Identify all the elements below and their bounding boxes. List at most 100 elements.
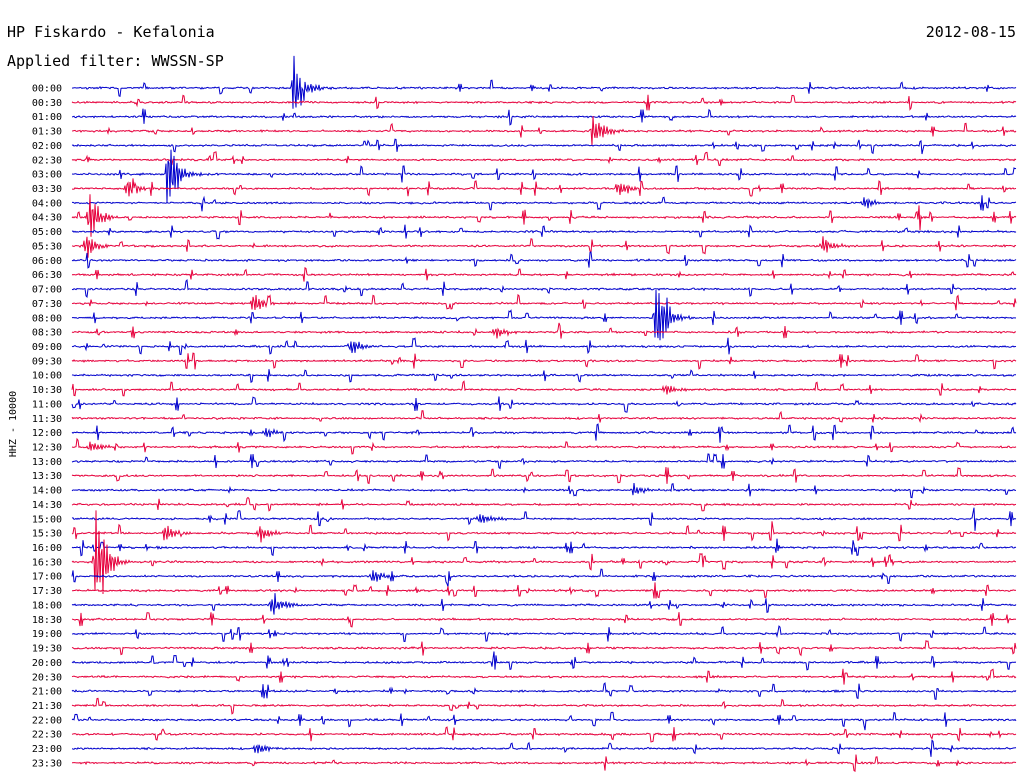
- trace-row: [71, 380, 1017, 397]
- trace-row: [71, 224, 1017, 240]
- trace-row: [72, 178, 1017, 197]
- tick-label: 21:00: [32, 687, 62, 698]
- trace-row: [71, 739, 1017, 757]
- tick-label: 09:30: [32, 356, 62, 367]
- row-tick-labels: 00:00 00:30 01:00 01:30 02:00 02:30 03:00 03:30…: [32, 84, 62, 770]
- tick-label: 11:30: [32, 414, 62, 425]
- trace-row: [71, 582, 1017, 599]
- tick-label: 04:00: [32, 198, 62, 209]
- trace-row: [71, 467, 1017, 485]
- tick-label: 00:30: [32, 98, 62, 109]
- trace-row: [71, 754, 1017, 773]
- tick-label: 05:30: [32, 241, 62, 252]
- trace-row: [71, 251, 1017, 269]
- tick-label: 23:30: [32, 758, 62, 769]
- trace-row: [71, 108, 1017, 126]
- trace-row: [71, 369, 1017, 383]
- trace-row: [71, 195, 1017, 212]
- tick-label: 23:00: [32, 744, 62, 755]
- trace-row: [71, 668, 1017, 685]
- trace-row: [71, 151, 1017, 167]
- tick-label: 05:00: [32, 227, 62, 238]
- trace-row: [71, 94, 1017, 111]
- trace-row: [71, 507, 1017, 531]
- trace-row: [71, 521, 1017, 543]
- trace-row: [71, 453, 1017, 470]
- trace-row: [71, 711, 1017, 731]
- tick-label: 11:00: [32, 399, 62, 410]
- trace-row: [71, 625, 1017, 643]
- trace-row: [71, 682, 1017, 701]
- tick-label: 06:30: [32, 270, 62, 281]
- tick-label: 09:00: [32, 342, 62, 353]
- trace-row: [71, 396, 1017, 413]
- tick-label: 17:30: [32, 586, 62, 597]
- tick-label: 21:30: [32, 701, 62, 712]
- tick-label: 08:30: [32, 328, 62, 339]
- trace-row: [71, 640, 1017, 657]
- tick-label: 22:00: [32, 715, 62, 726]
- station-title: HP Fiskardo - Kefalonia: [7, 23, 215, 41]
- trace-row: [71, 697, 1017, 715]
- trace-row: [71, 726, 1017, 743]
- tick-label: 18:30: [32, 615, 62, 626]
- tick-label: 18:00: [32, 600, 62, 611]
- trace-row: [71, 337, 1017, 356]
- trace-row: [71, 612, 1017, 628]
- trace-row: [71, 483, 1016, 499]
- trace-row: [71, 116, 1017, 146]
- tick-label: 19:30: [32, 644, 62, 655]
- trace-row: [71, 423, 1017, 443]
- tick-label: 07:30: [32, 299, 62, 310]
- tick-label: 17:00: [32, 572, 62, 583]
- tick-label: 14:30: [32, 500, 62, 511]
- tick-label: 15:00: [32, 514, 62, 525]
- tick-label: 15:30: [32, 529, 62, 540]
- channel-label: HHZ - 10000: [8, 391, 19, 457]
- trace-row: [71, 293, 1017, 311]
- seismogram-traces: [71, 55, 1017, 773]
- trace-row: [71, 194, 1017, 237]
- trace-row: [71, 538, 1017, 557]
- tick-label: 16:00: [32, 543, 62, 554]
- tick-label: 02:00: [32, 141, 62, 152]
- tick-label: 12:00: [32, 428, 62, 439]
- filter-label: Applied filter: WWSSN-SP: [7, 52, 224, 70]
- trace-row: [71, 322, 1016, 339]
- tick-label: 01:00: [32, 112, 62, 123]
- tick-label: 03:30: [32, 184, 62, 195]
- tick-label: 20:00: [32, 658, 62, 669]
- tick-label: 00:00: [32, 84, 62, 95]
- tick-label: 06:00: [32, 256, 62, 267]
- trace-row: [71, 289, 1017, 341]
- trace-row: [71, 496, 1017, 512]
- trace-row: [71, 149, 1017, 203]
- trace-row: [71, 236, 1017, 258]
- trace-row: [71, 568, 1017, 588]
- trace-row: [71, 593, 1017, 615]
- tick-label: 10:30: [32, 385, 62, 396]
- trace-row: [71, 266, 1017, 282]
- tick-label: 13:30: [32, 471, 62, 482]
- date-label: 2012-08-15: [926, 23, 1016, 41]
- tick-label: 04:30: [32, 213, 62, 224]
- trace-row: [71, 279, 1017, 298]
- trace-row: [71, 138, 1017, 155]
- trace-row: [71, 437, 1017, 455]
- tick-label: 22:30: [32, 730, 62, 741]
- trace-row: [71, 651, 1017, 671]
- tick-label: 08:00: [32, 313, 62, 324]
- tick-label: 13:00: [32, 457, 62, 468]
- trace-row: [71, 55, 1017, 109]
- tick-label: 19:00: [32, 629, 62, 640]
- trace-row: [71, 410, 1017, 424]
- tick-label: 16:30: [32, 557, 62, 568]
- tick-label: 03:00: [32, 170, 62, 181]
- trace-row: [71, 510, 1017, 595]
- trace-row: [71, 352, 1017, 370]
- tick-label: 14:00: [32, 486, 62, 497]
- tick-label: 07:00: [32, 285, 62, 296]
- tick-label: 10:00: [32, 371, 62, 382]
- tick-label: 02:30: [32, 155, 62, 166]
